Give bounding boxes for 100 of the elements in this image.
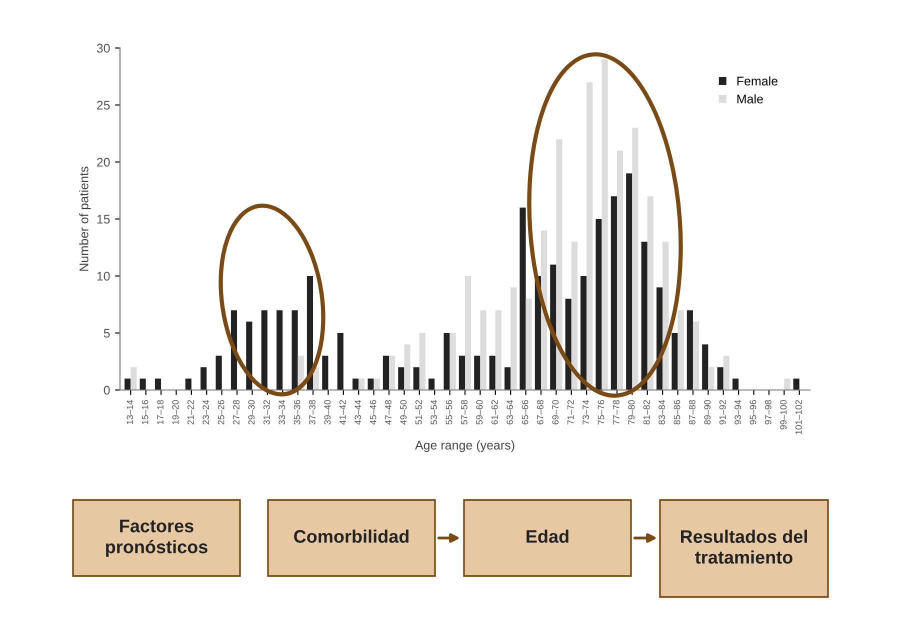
- legend-label: Male: [737, 94, 763, 104]
- x-tick-label: 77–78: [613, 400, 620, 424]
- x-tick-label: 75–76: [598, 400, 604, 424]
- bar: [444, 333, 450, 390]
- y-tick-label: 25: [97, 100, 110, 110]
- bar: [510, 287, 517, 390]
- text: Edad: [526, 530, 568, 543]
- bar: [322, 356, 328, 390]
- bar: [556, 139, 562, 390]
- bar: [784, 378, 790, 390]
- y-axis-title: Number of patients: [79, 166, 91, 271]
- bar: [732, 378, 739, 390]
- bar: [626, 173, 632, 390]
- bar: [306, 276, 314, 390]
- bar: [616, 150, 624, 390]
- x-tick-label: 51–52: [415, 400, 422, 424]
- x-tick-label: 87–88: [689, 400, 696, 424]
- bar: [662, 242, 669, 390]
- x-tick-label: 97–98: [764, 400, 772, 424]
- x-tick-label: 41–42: [339, 400, 346, 425]
- x-tick-label: 73–74: [582, 400, 590, 424]
- x-tick-label: 57–58: [461, 400, 468, 424]
- bar: [185, 378, 192, 390]
- x-tick-label: 63–64: [506, 400, 514, 424]
- text: Resultados del tratamiento: [681, 530, 807, 564]
- bar: [292, 310, 298, 390]
- bar: [200, 367, 207, 390]
- text: Comorbilidad: [294, 530, 408, 543]
- bar: [474, 356, 480, 390]
- bar: [337, 333, 344, 390]
- bar: [368, 378, 374, 390]
- x-tick-label: 85–86: [674, 400, 680, 424]
- bar: [124, 378, 131, 390]
- x-tick-label: 29–30: [248, 400, 255, 424]
- x-tick-label: 61–62: [491, 400, 498, 424]
- x-tick-label: 23–24: [202, 400, 210, 424]
- bar: [504, 367, 511, 390]
- bar: [480, 310, 486, 390]
- x-tick-label: 93–94: [734, 400, 741, 424]
- legend-label: Female: [737, 76, 778, 86]
- x-tick-label: 35–36: [294, 400, 300, 424]
- x-tick-label: 49–50: [400, 400, 407, 425]
- x-tick-label: 89–90: [704, 400, 711, 424]
- bar: [495, 310, 502, 390]
- x-tick-label: 25–26: [218, 400, 224, 424]
- bar: [489, 356, 496, 390]
- x-tick-label: 69–70: [552, 400, 559, 424]
- bar: [702, 344, 708, 390]
- bar: [261, 310, 268, 390]
- x-axis-title: Age range (years): [415, 440, 514, 452]
- x-tick-label: 83–84: [658, 400, 665, 424]
- y-tick-label: 5: [104, 328, 110, 338]
- x-tick-label: 71–72: [567, 400, 574, 424]
- bar: [450, 333, 456, 390]
- y-tick-label: 0: [104, 386, 110, 395]
- y-tick-label: 15: [97, 214, 110, 224]
- x-tick-label: 79–80: [628, 400, 635, 424]
- x-tick-label: 101–102: [795, 400, 802, 434]
- x-tick-label: 27–28: [233, 400, 240, 424]
- bar: [140, 378, 146, 390]
- bar: [678, 310, 684, 390]
- x-tick-label: 55–56: [446, 400, 452, 424]
- bar: [565, 298, 572, 390]
- x-tick-label: 17–18: [157, 400, 164, 424]
- y-tick-label: 30: [96, 44, 110, 53]
- x-tick-label: 19–20: [172, 400, 179, 424]
- x-tick-label: 33–34: [278, 400, 286, 424]
- bar: [216, 356, 222, 390]
- x-tick-label: 91–92: [719, 400, 726, 424]
- bar: [154, 378, 162, 390]
- x-tick-label: 45–46: [370, 400, 376, 425]
- bar: [428, 378, 435, 390]
- bar: [130, 367, 137, 390]
- bar: [374, 378, 380, 390]
- x-tick-label: 47–48: [385, 400, 392, 425]
- x-tick-label: 39–40: [324, 400, 331, 424]
- x-tick-label: 67–68: [537, 400, 544, 424]
- bar: [520, 208, 526, 390]
- y-tick-label: 10: [97, 272, 110, 281]
- bar: [632, 128, 638, 390]
- bar: [413, 367, 420, 390]
- y-tick-label: 20: [97, 158, 110, 167]
- bar: [382, 356, 390, 390]
- x-tick-label: 31–32: [263, 400, 270, 424]
- bar: [717, 367, 724, 390]
- bar: [641, 242, 648, 390]
- bar: [610, 196, 617, 390]
- x-tick-label: 59–60: [476, 400, 483, 424]
- x-tick-label: 43–44: [354, 400, 362, 425]
- bar: [550, 264, 556, 390]
- bar: [419, 333, 426, 390]
- bar: [398, 367, 404, 390]
- bar: [596, 219, 602, 390]
- bar: [723, 356, 730, 390]
- x-tick-label: 37–38: [309, 400, 316, 424]
- bar: [276, 310, 283, 390]
- bar: [647, 196, 654, 390]
- bar: [692, 322, 700, 390]
- bar: [465, 276, 472, 390]
- x-tick-label: 65–66: [522, 400, 528, 424]
